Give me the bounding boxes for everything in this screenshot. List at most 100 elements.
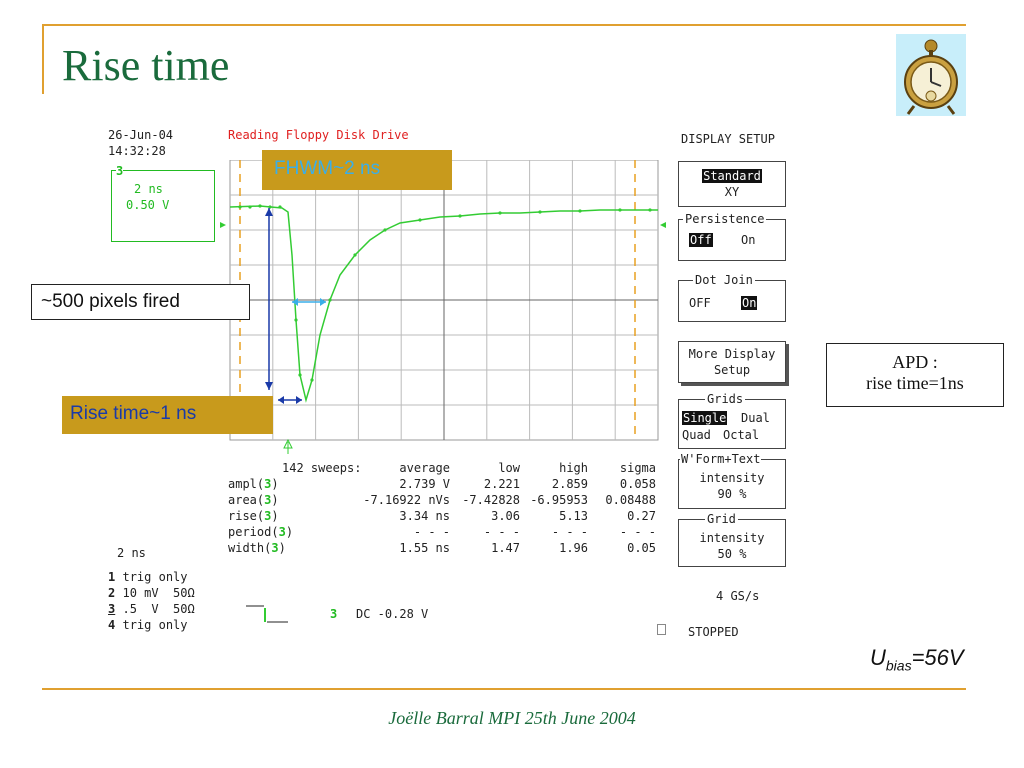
more-display-line2: Setup	[713, 363, 751, 377]
param-channel: 3	[264, 477, 272, 491]
scope-status: Reading Floppy Disk Drive	[228, 128, 409, 142]
param-name: width(	[228, 541, 272, 555]
persistence-on[interactable]: On	[741, 233, 756, 247]
param-name: rise(	[228, 509, 265, 523]
grid-intensity-button[interactable]: Grid intensity 50 %	[678, 511, 786, 567]
stat-low: -7.42828	[462, 493, 520, 507]
oscilloscope-graticule	[220, 160, 666, 454]
stat-average: 3.34 ns	[399, 509, 450, 523]
stats-header-sigma: sigma	[619, 461, 656, 475]
stat-sigma: 0.058	[619, 477, 656, 491]
stat-sigma: - - -	[619, 525, 656, 539]
ubias-value: =56V	[911, 645, 964, 670]
more-display-line1: More Display	[688, 347, 776, 361]
param-close: )	[271, 477, 279, 491]
channel-row-4: 4 trig only	[108, 617, 188, 633]
more-display-setup-button[interactable]: More Display Setup	[678, 341, 786, 383]
channel-row-3: 3 .5 V 50Ω	[108, 601, 195, 617]
stat-sigma: 0.08488	[605, 493, 656, 507]
grids-title: Grids	[705, 391, 746, 407]
channel-number: 4	[108, 618, 116, 632]
wform-value: 90 %	[717, 487, 747, 501]
ubias-label: Ubias=56V	[870, 645, 964, 673]
persistence-off[interactable]: Off	[689, 233, 713, 247]
grid-intensity-label: intensity	[699, 531, 765, 545]
stat-low: 1.47	[491, 541, 520, 555]
dot-join-button[interactable]: Dot Join OFF On	[678, 272, 786, 322]
stat-sigma: 0.27	[627, 509, 656, 523]
stat-average: 2.739 V	[399, 477, 450, 491]
channel-text: 10 mV 50Ω	[122, 586, 195, 600]
grid-intensity-title: Grid	[705, 511, 738, 527]
stat-high: 5.13	[559, 509, 588, 523]
persistence-title: Persistence	[683, 211, 767, 227]
grids-button[interactable]: Grids Single Dual Quad Octal	[678, 391, 786, 449]
sweeps-label: 142 sweeps:	[282, 461, 362, 475]
coupling-channel: 3	[330, 607, 338, 621]
param-close: )	[278, 541, 286, 555]
alarm-clock-icon	[896, 34, 966, 116]
param-close: )	[271, 509, 279, 523]
rise-callout: Rise time~1 ns	[62, 396, 273, 434]
param-channel: 3	[271, 541, 279, 555]
param-channel: 3	[264, 509, 272, 523]
grid-single-option[interactable]: Single	[682, 411, 728, 425]
wform-label: intensity	[699, 471, 765, 485]
stopped-indicator-icon	[657, 624, 666, 635]
grid-octal-option[interactable]: Octal	[723, 428, 760, 442]
bottom-rule	[42, 688, 966, 690]
acquisition-state: STOPPED	[688, 625, 739, 639]
stat-low: 3.06	[491, 509, 520, 523]
stat-low: 2.221	[483, 477, 520, 491]
stat-average: -7.16922 nVs	[363, 493, 450, 507]
display-mode-button[interactable]: Standard XY	[678, 161, 786, 207]
standard-option[interactable]: Standard	[702, 169, 762, 183]
persistence-button[interactable]: Persistence Off On	[678, 211, 786, 261]
channel-row-2: 2 10 mV 50Ω	[108, 585, 195, 601]
stats-row-area: area(3) -7.16922 nVs -7.42828 -6.95953 0…	[228, 492, 658, 508]
stats-row-period: period(3) - - - - - - - - - - - -	[228, 524, 658, 540]
stats-header-high: high	[559, 461, 588, 475]
apd-note-line2: rise time=1ns	[866, 373, 964, 393]
ubias-symbol: U	[870, 645, 886, 670]
channel-number: 3	[108, 602, 116, 616]
trigger-edge-icon	[246, 605, 288, 623]
param-name: period(	[228, 525, 279, 539]
channel-text: .5 V 50Ω	[122, 602, 195, 616]
trace-volts: 0.50 V	[126, 198, 170, 212]
stat-high: 2.859	[551, 477, 588, 491]
coupling-text: DC -0.28 V	[356, 607, 429, 621]
param-channel: 3	[278, 525, 286, 539]
dot-join-on[interactable]: On	[741, 296, 758, 310]
timebase-left: 2 ns	[117, 546, 146, 560]
param-name: area(	[228, 493, 265, 507]
fwhm-callout: FHWM~2 ns	[262, 150, 452, 190]
channel-number: 2	[108, 586, 116, 600]
apd-note-box: APD : rise time=1ns	[826, 343, 1004, 407]
trace-timebase: 2 ns	[134, 182, 163, 196]
xy-option[interactable]: XY	[724, 185, 740, 199]
apd-note-line1: APD :	[892, 352, 938, 372]
dot-join-off[interactable]: OFF	[689, 296, 711, 310]
slide-footer: Joëlle Barral MPI 25th June 2004	[388, 708, 636, 728]
trace-channel-label: 3	[116, 163, 124, 179]
stat-high: - - -	[551, 525, 588, 539]
top-rule	[42, 24, 966, 26]
param-name: ampl(	[228, 477, 265, 491]
wform-title: W'Form+Text	[680, 451, 762, 467]
stat-high: 1.96	[559, 541, 588, 555]
scope-time: 14:32:28	[108, 144, 166, 158]
param-channel: 3	[264, 493, 272, 507]
pixels-callout: ~500 pixels fired	[31, 284, 250, 320]
scope-date: 26-Jun-04	[108, 128, 174, 142]
grid-intensity-value: 50 %	[717, 547, 747, 561]
grid-dual-option[interactable]: Dual	[741, 411, 770, 425]
waveform-text-intensity-button[interactable]: W'Form+Text intensity 90 %	[678, 451, 786, 509]
left-accent-bar	[42, 24, 44, 94]
param-close: )	[271, 493, 279, 507]
stat-high: -6.95953	[530, 493, 588, 507]
menu-title: DISPLAY SETUP	[681, 132, 775, 146]
grid-quad-option[interactable]: Quad	[682, 428, 711, 442]
trace-settings-box[interactable]: 3 2 ns 0.50 V	[111, 163, 215, 242]
stats-row-width: width(3) 1.55 ns 1.47 1.96 0.05	[228, 540, 658, 556]
